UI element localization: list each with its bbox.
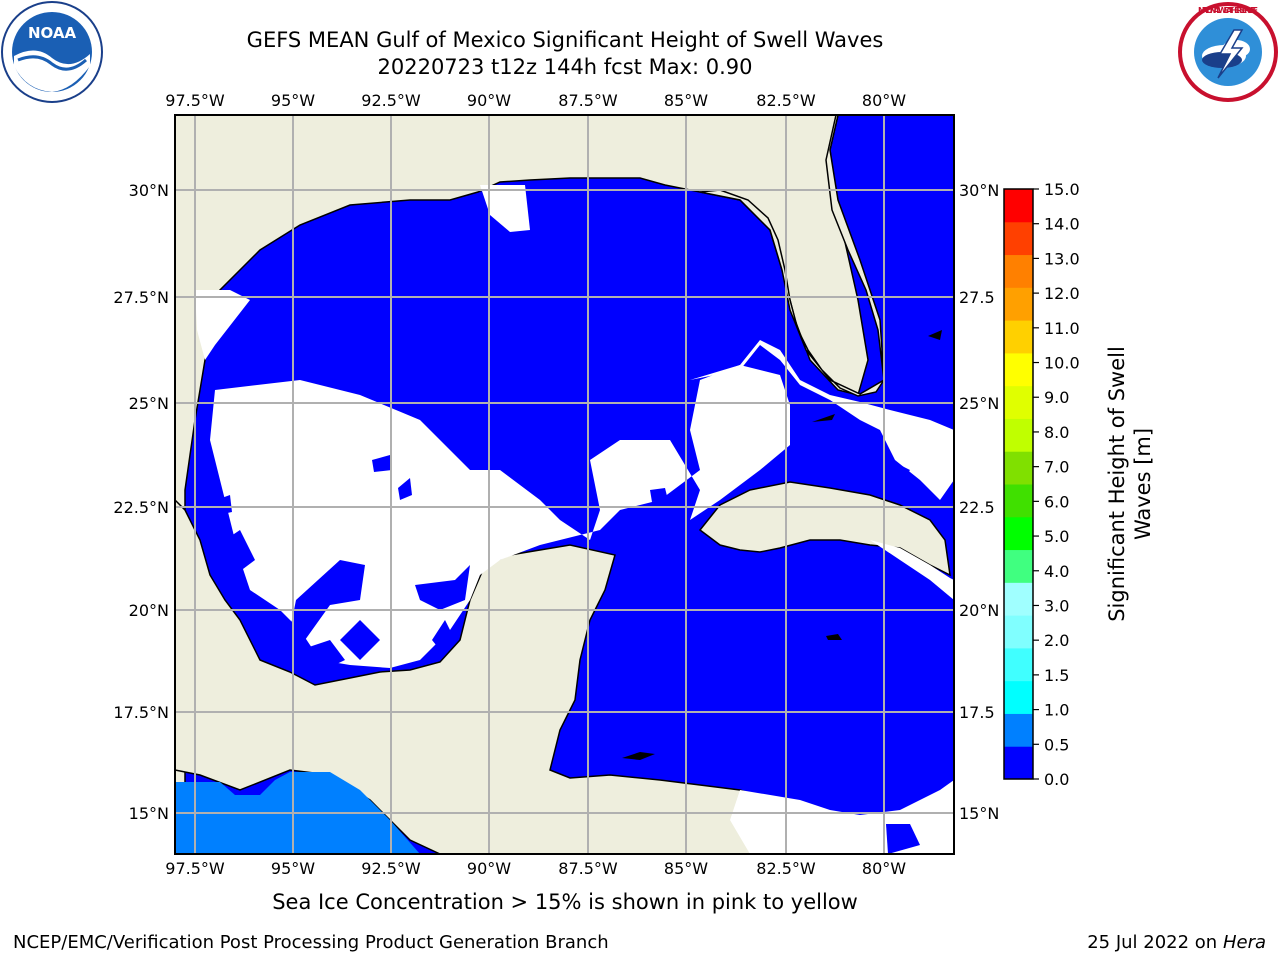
colorbar-swatch bbox=[1004, 516, 1033, 551]
sea-ice-footnote: Sea Ice Concentration > 15% is shown in … bbox=[272, 890, 858, 914]
colorbar-swatch bbox=[1004, 352, 1033, 387]
colorbar-swatch bbox=[1004, 320, 1033, 354]
lon-tick-top: 95°W bbox=[271, 91, 315, 110]
colorbar-swatch bbox=[1004, 746, 1033, 780]
lat-tick-left: 22.5°N bbox=[113, 498, 169, 517]
lat-tick-left: 20°N bbox=[129, 601, 169, 620]
colorbar-tick-label: 14.0 bbox=[1044, 215, 1080, 234]
colorbar-tick-label: 15.0 bbox=[1044, 180, 1080, 199]
colorbar-swatch bbox=[1004, 451, 1033, 485]
lon-tick-top: 92.5°W bbox=[361, 91, 421, 110]
lat-ticks-left: 30°N 27.5°N 25°N 22.5°N 20°N 17.5°N 15°N bbox=[113, 181, 169, 823]
colorbar-tick-label: 1.5 bbox=[1044, 666, 1069, 685]
lat-tick-right: 17.5 bbox=[959, 703, 995, 722]
colorbar-label-line1: Significant Height of Swell bbox=[1105, 346, 1129, 622]
colorbar-swatch bbox=[1004, 713, 1033, 747]
lat-tick-right: 30°N bbox=[959, 181, 999, 200]
map-gridlines bbox=[175, 115, 954, 854]
lat-ticks-right: 30°N 27.5 25°N 22.5 20°N 17.5 15°N bbox=[959, 181, 999, 823]
lon-tick-top: 97.5°W bbox=[165, 91, 225, 110]
colorbar-swatch bbox=[1004, 287, 1033, 321]
lon-tick-bottom: 87.5°W bbox=[558, 859, 618, 878]
lon-tick-bottom: 92.5°W bbox=[361, 859, 421, 878]
lon-ticks-bottom: 97.5°W 95°W 92.5°W 90°W 87.5°W 85°W 82.5… bbox=[165, 859, 906, 878]
colorbar: 0.0 0.5 1.0 1.5 2.0 3.0 4.0 5.0 6.0 7.0 8.0 9.0 10.0… bbox=[1003, 180, 1155, 789]
colorbar-swatch bbox=[1004, 680, 1033, 714]
colorbar-swatch bbox=[1004, 647, 1033, 682]
colorbar-swatch bbox=[1004, 549, 1033, 583]
colorbar-tick-label: 13.0 bbox=[1044, 249, 1080, 268]
cuba-island bbox=[698, 481, 951, 577]
lat-tick-left: 17.5°N bbox=[113, 703, 169, 722]
lon-tick-bottom: 80°W bbox=[862, 859, 906, 878]
colorbar-tick-label: 12.0 bbox=[1044, 284, 1080, 303]
lon-tick-top: 87.5°W bbox=[558, 91, 618, 110]
colorbar-tick-label: 7.0 bbox=[1044, 458, 1069, 477]
colorbar-frame bbox=[1003, 188, 1034, 780]
lon-tick-bottom: 97.5°W bbox=[165, 859, 225, 878]
colorbar-label-line2: Waves [m] bbox=[1131, 428, 1155, 540]
lat-tick-right: 15°N bbox=[959, 804, 999, 823]
lat-tick-right: 20°N bbox=[959, 601, 999, 620]
lat-tick-left: 27.5°N bbox=[113, 288, 169, 307]
colorbar-ticks: 0.0 0.5 1.0 1.5 2.0 3.0 4.0 5.0 6.0 7.0 8.0 9.0 10.0… bbox=[1033, 180, 1080, 789]
colorbar-swatch bbox=[1004, 484, 1033, 518]
colorbar-tick-label: 5.0 bbox=[1044, 527, 1069, 546]
map-title: GEFS MEAN Gulf of Mexico Significant Hei… bbox=[246, 28, 884, 52]
colorbar-tick-label: 11.0 bbox=[1044, 319, 1080, 338]
colorbar-tick-label: 9.0 bbox=[1044, 388, 1069, 407]
yucatan-peninsula bbox=[175, 498, 954, 854]
lon-tick-bottom: 82.5°W bbox=[756, 859, 816, 878]
colorbar-swatch bbox=[1004, 189, 1033, 223]
nws-logo-text: NATIONAL WEATHER SERVICE bbox=[1198, 6, 1258, 15]
lat-tick-right: 25°N bbox=[959, 394, 999, 413]
lon-tick-bottom: 85°W bbox=[664, 859, 708, 878]
florida-peninsula bbox=[699, 115, 885, 397]
colorbar-swatch bbox=[1004, 615, 1033, 649]
lon-tick-top: 80°W bbox=[862, 91, 906, 110]
colorbar-tick-label: 0.0 bbox=[1044, 770, 1069, 789]
colorbar-tick-label: 1.0 bbox=[1044, 701, 1069, 720]
credit-date: 25 Jul 2022 on Hera bbox=[1087, 932, 1266, 953]
lon-tick-top: 90°W bbox=[467, 91, 511, 110]
colorbar-swatch bbox=[1004, 254, 1033, 288]
colorbar-swatches bbox=[1004, 189, 1033, 780]
islands bbox=[622, 330, 942, 760]
lat-tick-left: 25°N bbox=[129, 394, 169, 413]
map-area bbox=[175, 115, 954, 854]
lon-tick-top: 85°W bbox=[664, 91, 708, 110]
lat-tick-left: 30°N bbox=[129, 181, 169, 200]
map-subtitle: 20220723 t12z 144h fcst Max: 0.90 bbox=[377, 55, 753, 79]
colorbar-swatch bbox=[1004, 385, 1033, 419]
noaa-logo: NOAA bbox=[1, 1, 103, 103]
colorbar-tick-label: 6.0 bbox=[1044, 492, 1069, 511]
colorbar-swatch bbox=[1004, 418, 1033, 452]
colorbar-tick-label: 2.0 bbox=[1044, 631, 1069, 650]
lon-tick-bottom: 90°W bbox=[467, 859, 511, 878]
colorbar-tick-label: 4.0 bbox=[1044, 562, 1069, 581]
nws-logo: NATIONAL WEATHER SERVICE bbox=[1178, 2, 1278, 102]
credit-branch: NCEP/EMC/Verification Post Processing Pr… bbox=[13, 932, 609, 953]
colorbar-swatch bbox=[1004, 582, 1033, 616]
lon-tick-bottom: 95°W bbox=[271, 859, 315, 878]
lon-tick-top: 82.5°W bbox=[756, 91, 816, 110]
lon-ticks-top: 97.5°W 95°W 92.5°W 90°W 87.5°W 85°W 82.5… bbox=[165, 91, 906, 110]
colorbar-tick-label: 8.0 bbox=[1044, 423, 1069, 442]
lat-tick-right: 27.5 bbox=[959, 288, 995, 307]
credit-host: Hera bbox=[1222, 932, 1266, 953]
colorbar-tick-label: 10.0 bbox=[1044, 354, 1080, 373]
lat-tick-right: 22.5 bbox=[959, 498, 995, 517]
colorbar-tick-label: 3.0 bbox=[1044, 596, 1069, 615]
lat-tick-left: 15°N bbox=[129, 804, 169, 823]
colorbar-swatch bbox=[1004, 221, 1033, 256]
map-frame bbox=[174, 114, 955, 855]
colorbar-tick-label: 0.5 bbox=[1044, 735, 1069, 754]
noaa-logo-text: NOAA bbox=[28, 24, 77, 42]
swell-speckles bbox=[216, 440, 920, 854]
credit-date-text: 25 Jul 2022 on bbox=[1087, 932, 1223, 953]
